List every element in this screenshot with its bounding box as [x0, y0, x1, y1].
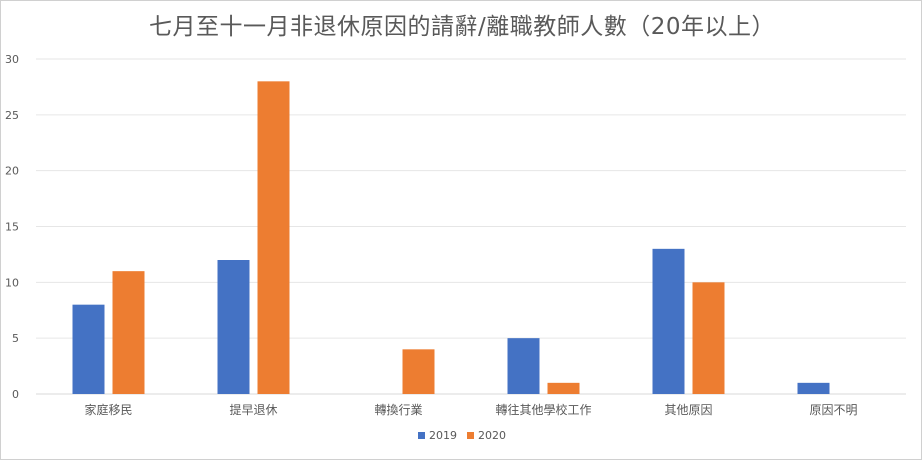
bar-2019-1 [217, 260, 250, 394]
bar-2020-1 [257, 81, 290, 394]
x-tick-label: 家庭移民 [84, 402, 132, 417]
y-tick-label: 25 [5, 109, 19, 122]
y-tick-label: 30 [5, 53, 19, 66]
chart-legend: 2019 2020 [1, 429, 922, 442]
bar-2019-5 [797, 382, 830, 394]
bar-2020-3 [547, 382, 580, 394]
legend-label: 2019 [429, 429, 457, 442]
legend-label: 2020 [478, 429, 506, 442]
legend-item-2019: 2019 [418, 429, 457, 442]
bar-2019-4 [652, 248, 685, 394]
x-tick-label: 轉換行業 [374, 403, 422, 417]
legend-swatch [467, 432, 474, 439]
x-tick-label: 原因不明 [809, 403, 857, 417]
bar-2020-0 [112, 271, 145, 394]
y-tick-label: 15 [5, 221, 19, 234]
x-tick-label: 轉往其他學校工作 [495, 402, 591, 417]
y-tick-label: 10 [5, 276, 19, 289]
chart-title: 七月至十一月非退休原因的請辭/離職教師人數（20年以上） [148, 14, 775, 40]
y-tick-label: 20 [5, 165, 19, 178]
bar-2019-0 [72, 304, 105, 394]
bar-2020-4 [692, 282, 725, 394]
y-tick-label: 5 [12, 332, 19, 345]
bar-2019-3 [507, 338, 540, 394]
y-tick-label: 0 [12, 388, 19, 401]
x-tick-label: 其他原因 [664, 403, 712, 417]
x-tick-label: 提早退休 [229, 402, 277, 417]
legend-swatch [418, 432, 425, 439]
legend-item-2020: 2020 [467, 429, 506, 442]
bar-2020-2 [402, 349, 435, 394]
